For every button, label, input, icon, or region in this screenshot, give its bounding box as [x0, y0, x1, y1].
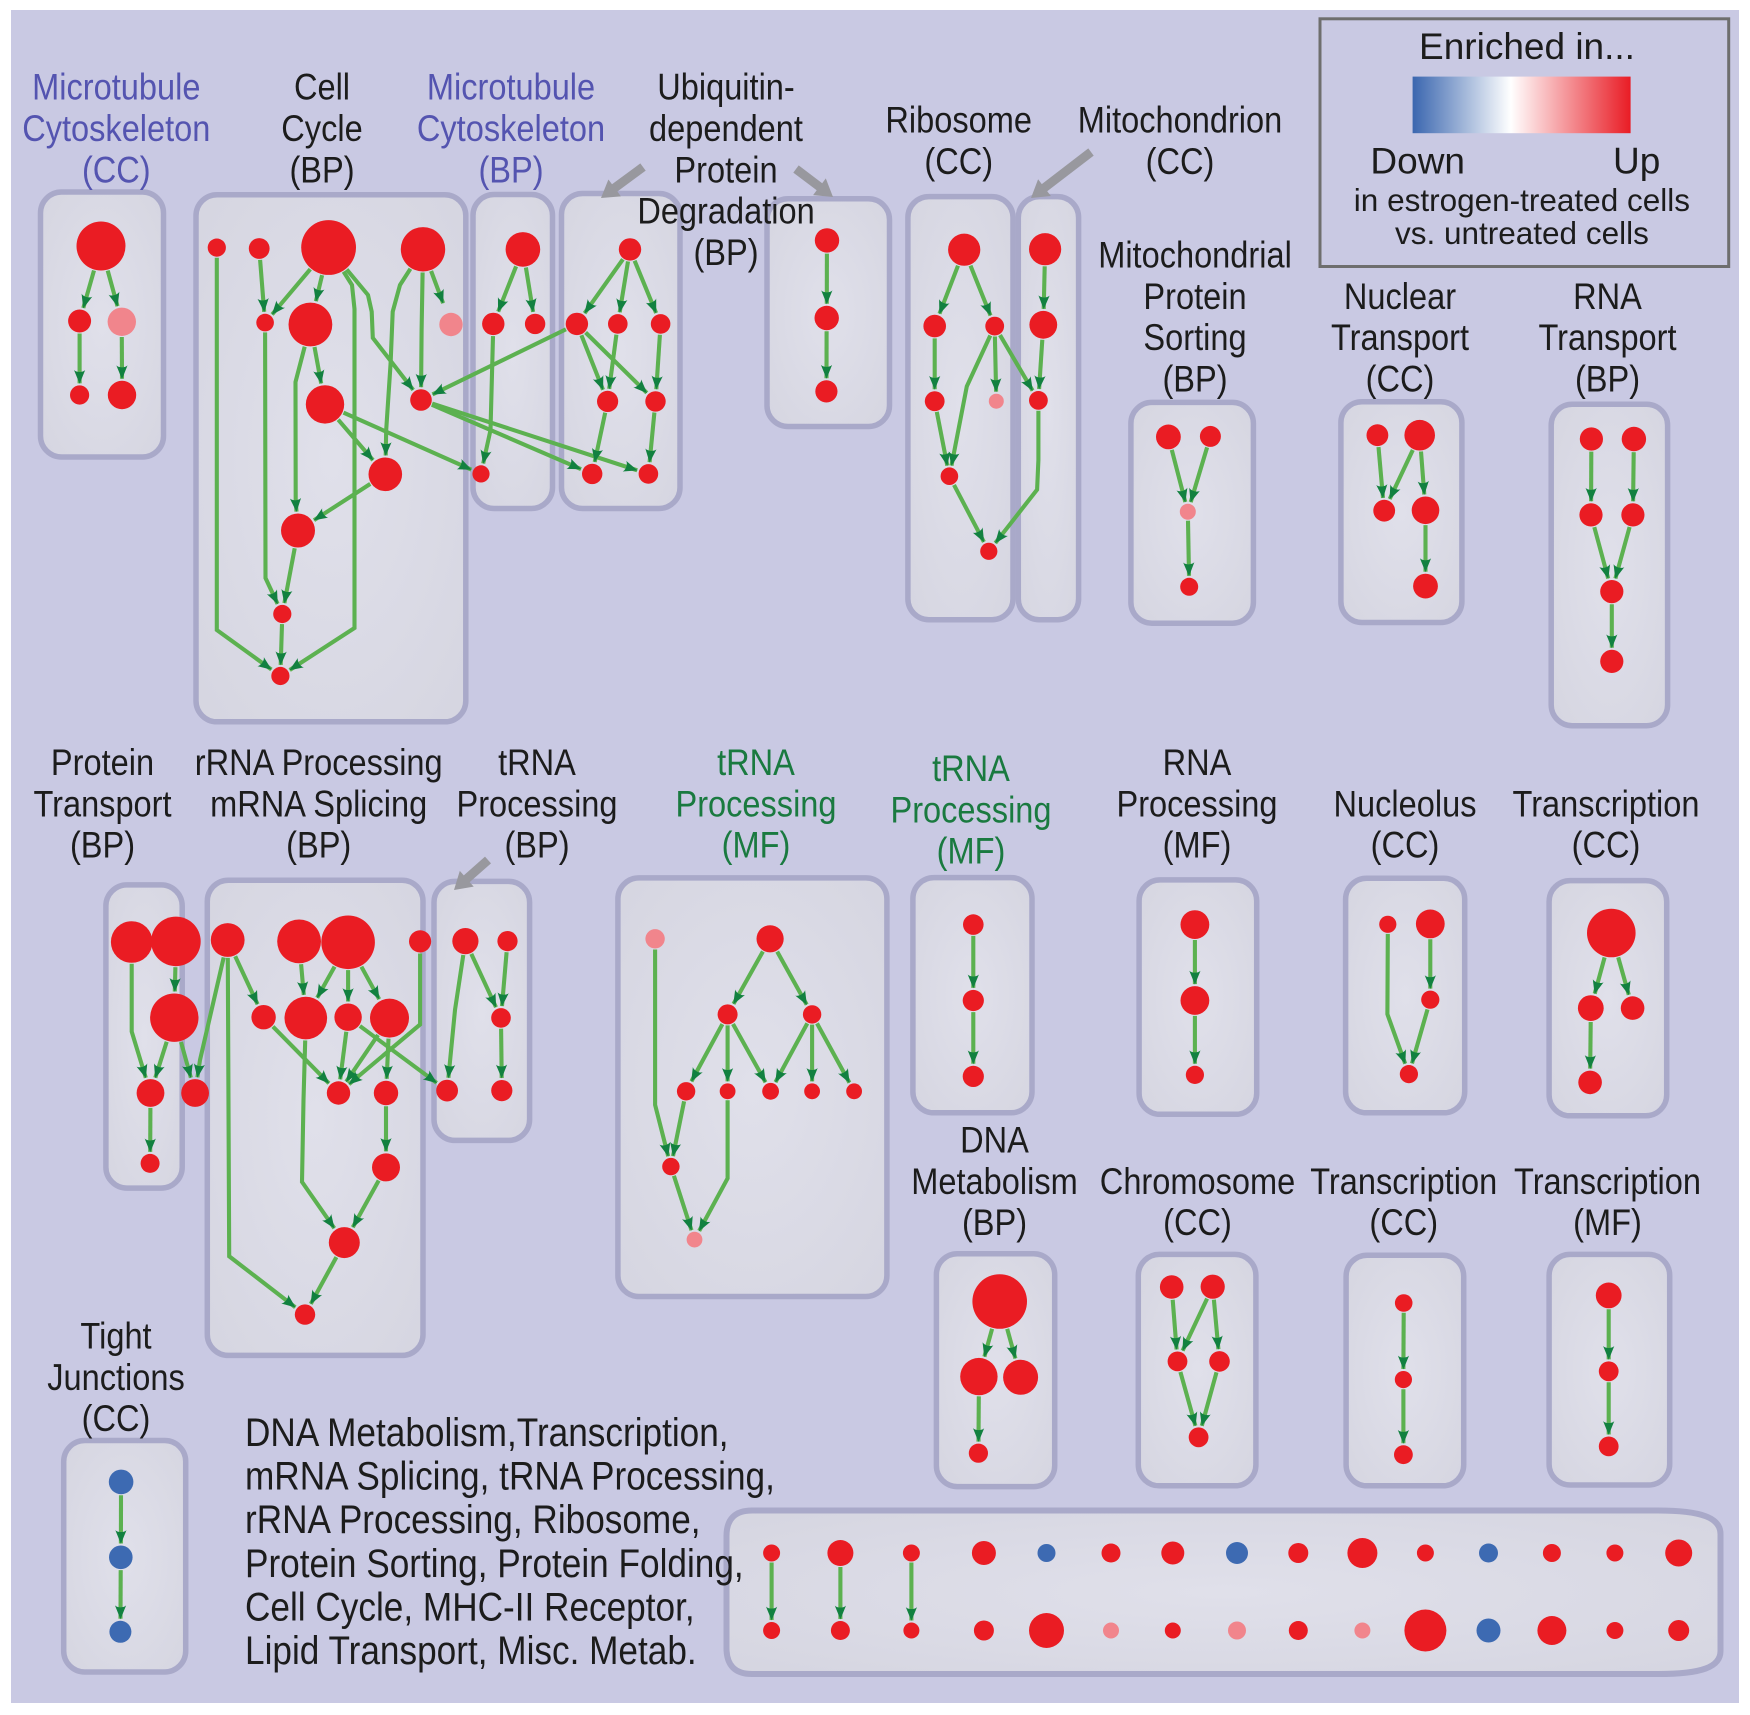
svg-text:(CC): (CC)	[1146, 141, 1215, 182]
svg-text:Metabolism: Metabolism	[911, 1161, 1077, 1202]
svg-text:Transport: Transport	[33, 783, 171, 824]
svg-text:(BP): (BP)	[962, 1202, 1027, 1243]
svg-text:Microtubule: Microtubule	[427, 67, 595, 108]
svg-text:Up: Up	[1613, 140, 1660, 181]
svg-text:rRNA Processing, Ribosome,: rRNA Processing, Ribosome,	[245, 1497, 701, 1542]
svg-text:Transport: Transport	[1538, 317, 1676, 358]
svg-text:(CC): (CC)	[1572, 825, 1641, 866]
svg-text:Ubiquitin-: Ubiquitin-	[657, 67, 795, 108]
svg-text:Junctions: Junctions	[47, 1357, 185, 1398]
svg-text:tRNA: tRNA	[717, 742, 795, 783]
svg-text:(CC): (CC)	[1163, 1202, 1232, 1243]
svg-text:Transcription: Transcription	[1310, 1161, 1497, 1202]
svg-text:Mitochondrion: Mitochondrion	[1078, 100, 1282, 141]
svg-text:(CC): (CC)	[82, 149, 151, 190]
svg-text:mRNA Splicing: mRNA Splicing	[210, 783, 427, 824]
svg-text:Mitochondrial: Mitochondrial	[1098, 235, 1292, 276]
svg-text:(BP): (BP)	[1162, 358, 1227, 399]
svg-text:Lipid Transport, Misc. Metab.: Lipid Transport, Misc. Metab.	[245, 1628, 697, 1673]
svg-text:tRNA: tRNA	[932, 748, 1010, 789]
svg-text:Processing: Processing	[1116, 783, 1277, 824]
svg-text:Transcription: Transcription	[1514, 1161, 1701, 1202]
svg-text:(BP): (BP)	[693, 232, 758, 273]
svg-text:in estrogen-treated cells: in estrogen-treated cells	[1354, 182, 1690, 218]
svg-text:(MF): (MF)	[1573, 1202, 1642, 1243]
svg-text:Processing: Processing	[675, 783, 836, 824]
svg-text:Cell: Cell	[294, 67, 350, 108]
svg-text:(MF): (MF)	[937, 831, 1006, 872]
svg-text:(BP): (BP)	[286, 825, 351, 866]
svg-text:dependent: dependent	[649, 108, 803, 149]
svg-text:Protein Sorting, Protein Foldi: Protein Sorting, Protein Folding,	[245, 1541, 744, 1586]
svg-text:Enriched in...: Enriched in...	[1419, 26, 1635, 67]
svg-text:Chromosome: Chromosome	[1100, 1161, 1295, 1202]
svg-text:(BP): (BP)	[1575, 358, 1640, 399]
svg-text:Transcription: Transcription	[1513, 783, 1700, 824]
svg-text:Down: Down	[1370, 140, 1465, 181]
svg-text:Microtubule: Microtubule	[32, 67, 200, 108]
svg-text:DNA: DNA	[960, 1120, 1029, 1161]
svg-text:(BP): (BP)	[289, 149, 354, 190]
svg-text:RNA: RNA	[1163, 742, 1232, 783]
svg-text:Protein: Protein	[674, 149, 777, 190]
svg-text:Cell Cycle, MHC-II Receptor,: Cell Cycle, MHC-II Receptor,	[245, 1584, 695, 1629]
svg-text:Processing: Processing	[890, 789, 1051, 830]
svg-text:Nuclear: Nuclear	[1344, 276, 1457, 317]
svg-text:(MF): (MF)	[722, 825, 791, 866]
svg-text:Cycle: Cycle	[281, 108, 362, 149]
svg-text:Ribosome: Ribosome	[885, 100, 1032, 141]
svg-text:Degradation: Degradation	[637, 191, 814, 232]
svg-text:Nucleolus: Nucleolus	[1334, 783, 1477, 824]
svg-text:Sorting: Sorting	[1143, 317, 1246, 358]
svg-text:Cytoskeleton: Cytoskeleton	[22, 108, 210, 149]
svg-text:Tight: Tight	[80, 1316, 151, 1357]
svg-text:(CC): (CC)	[82, 1398, 151, 1439]
svg-text:(CC): (CC)	[1366, 358, 1435, 399]
svg-text:(MF): (MF)	[1163, 825, 1232, 866]
svg-text:Processing: Processing	[456, 783, 617, 824]
svg-text:Cytoskeleton: Cytoskeleton	[417, 108, 605, 149]
svg-text:(BP): (BP)	[478, 149, 543, 190]
svg-text:(BP): (BP)	[504, 825, 569, 866]
svg-text:tRNA: tRNA	[498, 742, 576, 783]
svg-text:vs. untreated cells: vs. untreated cells	[1395, 215, 1649, 251]
svg-text:DNA Metabolism,Transcription,: DNA Metabolism,Transcription,	[245, 1410, 729, 1455]
svg-text:(BP): (BP)	[70, 825, 135, 866]
svg-text:(CC): (CC)	[1371, 825, 1440, 866]
svg-text:mRNA Splicing, tRNA Processing: mRNA Splicing, tRNA Processing,	[245, 1454, 775, 1499]
svg-text:Protein: Protein	[51, 742, 154, 783]
svg-text:Transport: Transport	[1331, 317, 1469, 358]
svg-text:(CC): (CC)	[924, 141, 993, 182]
svg-text:rRNA Processing: rRNA Processing	[195, 742, 443, 783]
svg-text:(CC): (CC)	[1369, 1202, 1438, 1243]
svg-text:RNA: RNA	[1573, 276, 1642, 317]
svg-text:Protein: Protein	[1143, 276, 1246, 317]
